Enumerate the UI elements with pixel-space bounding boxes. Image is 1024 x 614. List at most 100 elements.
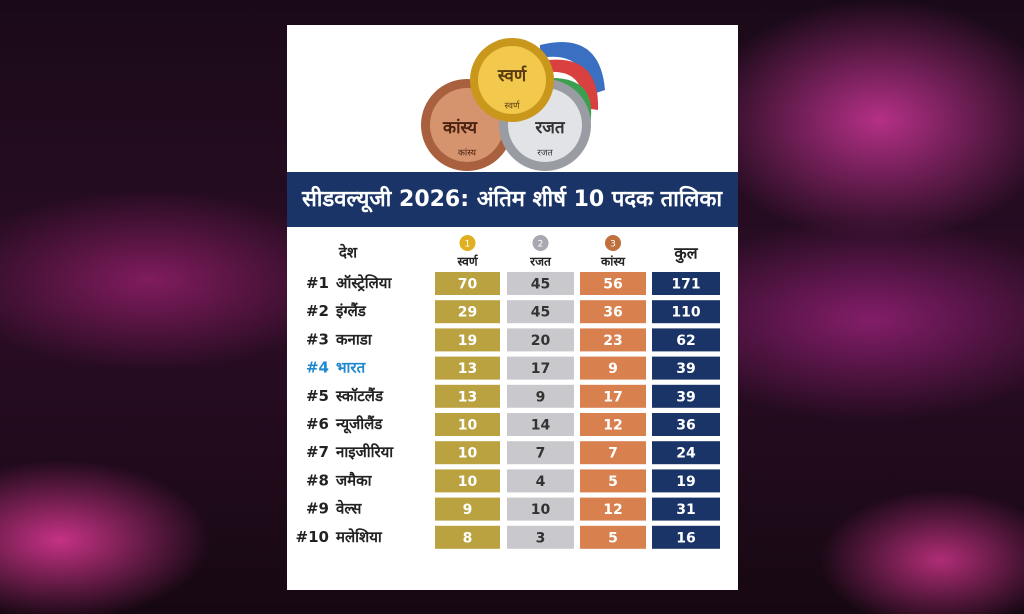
cell-value: 5 [608,530,618,546]
cell [652,272,720,295]
cell-value: 13 [458,389,477,405]
cell-value: 17 [531,361,550,377]
country: इंग्लैंड [335,302,367,320]
cell [435,441,500,465]
cell-value: 17 [603,389,622,405]
cell-value: 3 [536,530,546,546]
cell-value: 39 [676,389,695,405]
country: नाइजीरिया [335,443,394,461]
cell [435,525,500,549]
cell-value: 10 [458,418,478,434]
rank: #7 [306,443,329,461]
cell [580,441,646,465]
rank: #4 [306,359,329,377]
cell-value: 16 [676,530,695,546]
cell-value: 45 [531,277,550,293]
header: कांस्य [600,255,626,269]
medal-icon [459,235,476,251]
rank: #5 [306,387,329,405]
cell-value: 20 [531,333,551,349]
cell [435,328,500,352]
cell-value: 14 [531,418,551,434]
cell-value: 19 [458,333,477,349]
cell-value: 70 [458,277,478,293]
header: रजत [529,255,552,269]
cell-value: 8 [463,530,473,546]
rank: #10 [296,528,329,546]
cell [652,497,720,521]
cell-value: 39 [676,361,695,377]
cell [435,300,500,324]
cell [580,328,646,352]
cell-value: 36 [676,418,695,434]
medal-label: कांस्य [458,148,477,159]
medal-icon-number: 2 [538,240,544,250]
cell-value: 10 [458,446,478,462]
country: जमैका [335,471,373,489]
rank: #8 [306,471,329,489]
medal-label: स्वर्ण [497,65,527,86]
title: सीडवल्यूजी 2026: अंतिम शीर्ष 10 पदक तालि… [301,185,723,213]
cell [652,300,720,324]
cell [580,384,646,408]
rank: #3 [306,330,329,348]
country: ऑस्ट्रेलिया [336,274,392,292]
cell-value: 36 [603,305,622,321]
cell [507,525,574,549]
cell-value: 4 [536,474,546,490]
cell [507,469,574,493]
cell-value: 45 [531,305,550,321]
cell-value: 12 [603,418,622,434]
country: कनाडा [335,330,373,348]
header: देश [338,244,358,262]
cell [507,384,574,408]
cell [435,413,500,436]
header: स्वर्ण [456,255,478,269]
cell-value: 9 [608,361,618,377]
country: मलेशिया [335,528,383,546]
medal-label: स्वर्ण [504,100,520,112]
cell [580,525,646,549]
medal-table: देश 1 स्वर्ण 2 रजत 3 कांस्य कुल #1 ऑस्ट्रेलिया 70 4… [296,235,720,549]
cell-value: 110 [671,305,700,321]
cell [435,356,500,380]
header: कुल [673,244,698,264]
country: भारत [336,359,367,377]
cell [652,469,720,493]
cell [507,413,574,436]
cell-value: 56 [603,277,622,293]
cell [507,441,574,465]
cell-value: 23 [603,333,622,349]
rank: #6 [306,415,329,433]
cell [580,356,646,380]
medal-icon-number: 1 [465,240,471,250]
cell-value: 10 [458,474,478,490]
rank: #9 [306,500,329,518]
medal-icon [532,235,549,251]
rank: #2 [306,302,329,320]
cell-value: 31 [676,502,695,518]
cell-value: 29 [458,305,477,321]
title-banner [287,172,738,227]
cell-value: 9 [536,389,546,405]
cell-value: 62 [676,333,695,349]
cell-value: 5 [608,474,618,490]
cell-value: 171 [671,277,700,293]
cell [580,497,646,521]
cell [652,441,720,465]
cell-value: 9 [463,502,473,518]
medal-label: कांस्य [442,118,478,138]
cell [580,413,646,436]
cell-value: 13 [458,361,477,377]
medals: स्वर्ण स्वर्ण कांस्य कांस्य रजत रजत [421,38,605,171]
medal-icon [605,235,621,251]
cell [507,356,574,380]
country: वेल्स [335,500,362,518]
cell-value: 12 [603,502,622,518]
cell [580,300,646,324]
cell-value: 19 [676,474,695,490]
cell [580,272,646,295]
cell [652,328,720,352]
medal-label: रजत [534,118,566,138]
